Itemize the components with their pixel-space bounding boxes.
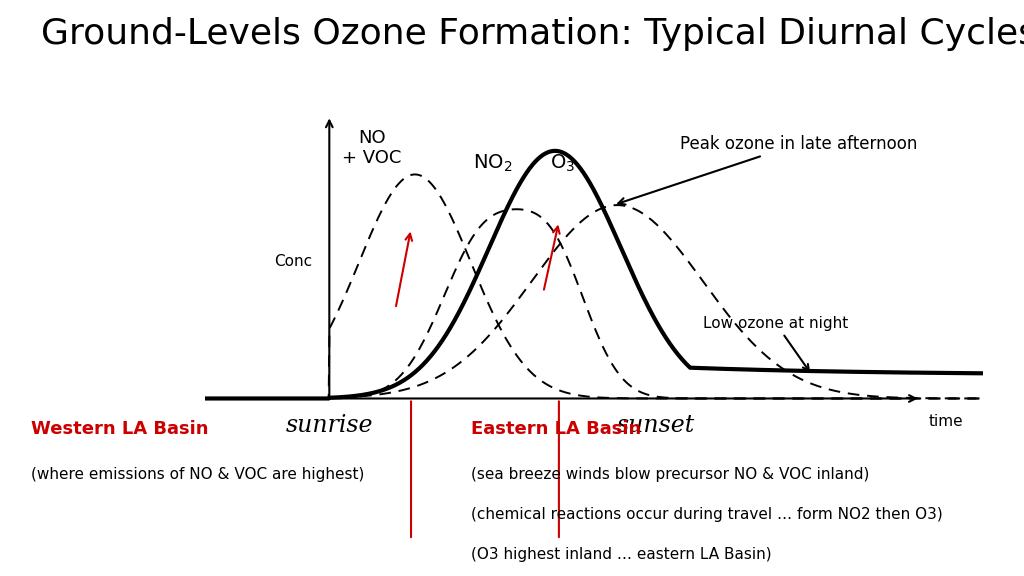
Text: Peak ozone in late afternoon: Peak ozone in late afternoon xyxy=(618,135,916,204)
Text: (sea breeze winds blow precursor NO & VOC inland): (sea breeze winds blow precursor NO & VO… xyxy=(471,467,869,482)
Text: Low ozone at night: Low ozone at night xyxy=(702,316,848,371)
Text: (O3 highest inland … eastern LA Basin): (O3 highest inland … eastern LA Basin) xyxy=(471,547,772,562)
Text: NO
+ VOC: NO + VOC xyxy=(342,128,401,168)
Text: Eastern LA Basin: Eastern LA Basin xyxy=(471,420,641,438)
Text: Western LA Basin: Western LA Basin xyxy=(31,420,208,438)
Text: Ground-Levels Ozone Formation: Typical Diurnal Cycles: Ground-Levels Ozone Formation: Typical D… xyxy=(41,17,1024,51)
Text: Conc: Conc xyxy=(274,254,312,269)
Text: sunrise: sunrise xyxy=(286,414,373,437)
Text: NO$_2$: NO$_2$ xyxy=(473,153,512,175)
Text: time: time xyxy=(929,414,964,429)
Text: O$_3$: O$_3$ xyxy=(550,153,575,175)
Text: (where emissions of NO & VOC are highest): (where emissions of NO & VOC are highest… xyxy=(31,467,365,482)
Text: sunset: sunset xyxy=(617,414,695,437)
Text: (chemical reactions occur during travel … form NO2 then O3): (chemical reactions occur during travel … xyxy=(471,507,943,522)
